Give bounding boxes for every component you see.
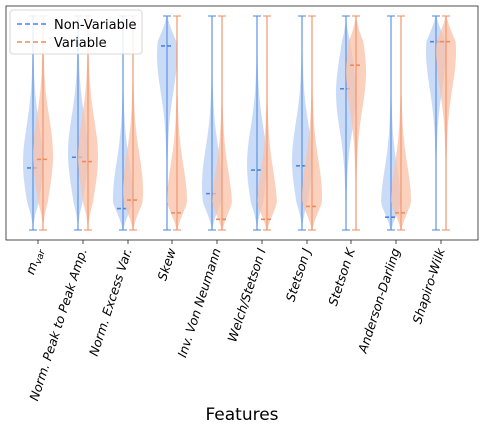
legend: Non-Variable Variable	[9, 9, 143, 55]
x-tick-label-3: Norm. Excess Var.	[86, 246, 135, 358]
x-axis-title: Features	[205, 405, 278, 425]
x-tick-label-1: mvar	[22, 245, 48, 277]
x-tick-label-8: Stetson K	[325, 245, 358, 308]
x-tick-label-6: Welch/Stetson I	[224, 246, 269, 344]
x-tick-label-9: Anderson-Darling	[355, 246, 403, 355]
x-tick-label-7: Stetson J	[283, 246, 314, 303]
plot-frame	[5, 5, 479, 241]
x-tick-label-10: Shapiro-Wilk	[409, 246, 448, 326]
x-tick-label-4: Skew	[154, 246, 179, 283]
x-tick-label-subscript: var	[34, 248, 48, 266]
legend-label-variable: Variable	[54, 36, 107, 51]
x-tick-label-5: Inv. Von Neumann	[174, 246, 223, 359]
legend-box	[9, 9, 143, 55]
legend-label-non-variable: Non-Variable	[54, 18, 136, 33]
